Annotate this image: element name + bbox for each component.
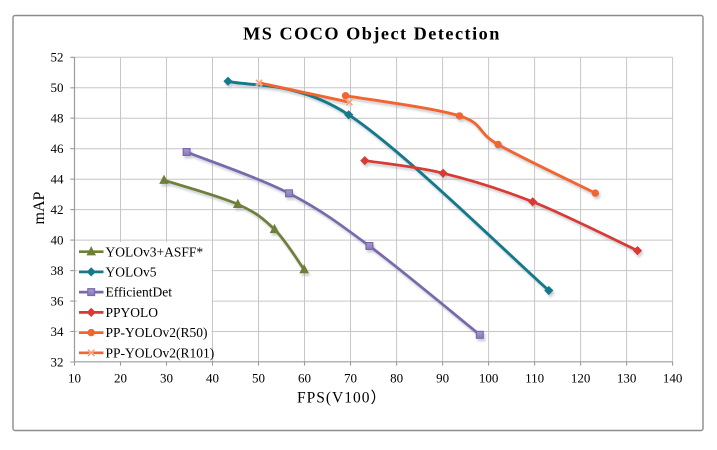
svg-text:PP-YOLOv2(R50): PP-YOLOv2(R50) (106, 325, 208, 340)
svg-text:mAP: mAP (31, 191, 48, 224)
svg-text:YOLOv3+ASFF*: YOLOv3+ASFF* (106, 244, 204, 259)
svg-text:32: 32 (51, 354, 64, 369)
svg-text:70: 70 (344, 371, 357, 386)
svg-text:PP-YOLOv2(R101): PP-YOLOv2(R101) (106, 345, 215, 360)
svg-text:30: 30 (160, 371, 173, 386)
svg-text:36: 36 (51, 294, 65, 309)
svg-text:20: 20 (114, 371, 127, 386)
svg-text:42: 42 (51, 202, 64, 217)
svg-text:46: 46 (51, 141, 65, 156)
svg-text:34: 34 (51, 324, 65, 339)
svg-text:48: 48 (51, 111, 64, 126)
svg-text:40: 40 (206, 371, 219, 386)
svg-text:MS COCO Object Detection: MS COCO Object Detection (243, 24, 501, 44)
svg-text:140: 140 (663, 371, 683, 386)
svg-text:YOLOv5: YOLOv5 (106, 265, 157, 280)
svg-text:44: 44 (51, 172, 65, 187)
svg-text:40: 40 (51, 233, 64, 248)
svg-text:50: 50 (51, 80, 64, 95)
svg-text:120: 120 (571, 371, 591, 386)
svg-text:EfficientDet: EfficientDet (106, 285, 173, 300)
svg-text:50: 50 (252, 371, 265, 386)
svg-text:38: 38 (51, 263, 64, 278)
svg-text:60: 60 (298, 371, 311, 386)
svg-text:130: 130 (617, 371, 637, 386)
svg-text:110: 110 (525, 371, 544, 386)
svg-text:PPYOLO: PPYOLO (106, 305, 159, 320)
svg-text:80: 80 (390, 371, 403, 386)
svg-text:FPS(V100）: FPS(V100） (297, 390, 387, 407)
svg-text:100: 100 (479, 371, 499, 386)
svg-text:52: 52 (51, 50, 64, 65)
svg-text:10: 10 (68, 371, 81, 386)
svg-text:90: 90 (436, 371, 449, 386)
